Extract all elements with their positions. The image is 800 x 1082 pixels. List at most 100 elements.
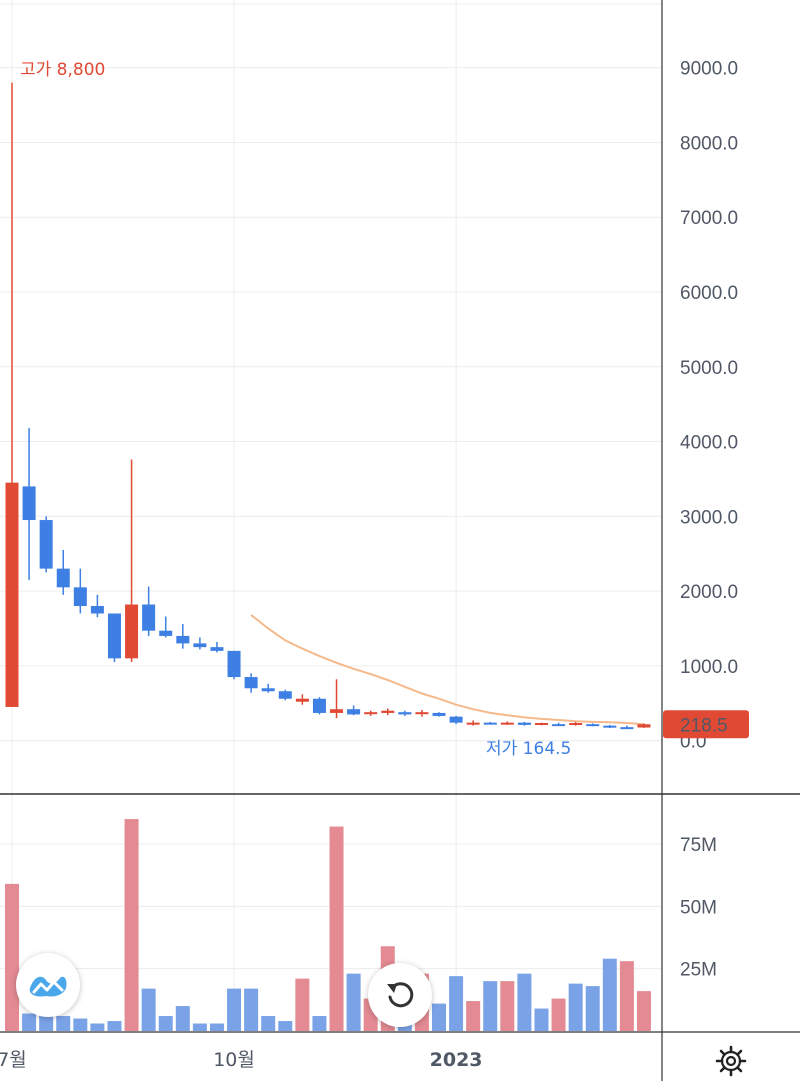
price-tick-label: 1000.0 — [680, 657, 738, 678]
volume-bar — [517, 973, 532, 1031]
candle — [56, 549, 70, 595]
candle-body — [483, 722, 497, 725]
candle — [90, 594, 104, 618]
volume-bar — [329, 826, 344, 1031]
candle-body — [398, 712, 412, 715]
candle-body — [295, 698, 309, 702]
candle-body — [415, 712, 429, 715]
price-tick-label: 3000.0 — [680, 507, 738, 528]
candle — [312, 697, 326, 715]
candle-body — [620, 727, 634, 730]
candle — [227, 650, 241, 680]
volume-bar — [22, 1013, 37, 1031]
candle — [125, 459, 139, 663]
candle-body — [5, 482, 19, 707]
reset-zoom-button[interactable] — [368, 963, 432, 1027]
candle-body — [466, 722, 480, 725]
volume-bar — [483, 981, 498, 1031]
candle — [193, 637, 207, 650]
candle — [432, 712, 446, 717]
candle — [534, 722, 548, 726]
chart-type-button[interactable] — [16, 953, 80, 1017]
candle — [73, 568, 87, 614]
candle-body — [586, 724, 600, 727]
candle-body — [261, 688, 275, 692]
candle-body — [517, 722, 531, 725]
volume-bar — [466, 1001, 481, 1031]
candle-body — [176, 635, 190, 644]
candlestick-layer — [5, 82, 651, 730]
volume-bar — [432, 1003, 446, 1031]
volume-bar — [551, 998, 566, 1031]
volume-bar — [636, 991, 651, 1031]
candle-body — [347, 709, 361, 715]
price-tick-label: 2000.0 — [680, 582, 738, 603]
volume-bar — [73, 1018, 88, 1031]
candle — [398, 710, 412, 716]
settings-button[interactable] — [714, 1044, 748, 1078]
candle-body — [227, 650, 241, 678]
volume-bar — [278, 1021, 293, 1031]
candle-body — [278, 691, 292, 699]
candle-body — [330, 709, 344, 713]
volume-bar — [39, 1013, 54, 1031]
candle — [364, 710, 378, 716]
moving-average-layer — [250, 614, 645, 726]
candle-body — [500, 722, 514, 725]
candle — [449, 715, 463, 725]
volume-bar — [500, 981, 515, 1031]
last-price-tag: 218.5 — [663, 710, 749, 739]
mountain-chart-icon — [29, 976, 67, 997]
candle — [586, 723, 600, 727]
candle-body — [381, 710, 395, 713]
volume-bar — [192, 1023, 207, 1031]
volume-bar — [619, 961, 634, 1031]
date-tick-label: 7월 — [0, 1049, 27, 1071]
candle-body — [22, 486, 36, 521]
candle — [278, 689, 292, 701]
candle-body — [637, 724, 651, 728]
candle-body — [193, 643, 207, 648]
candle — [244, 673, 258, 693]
candle — [5, 82, 19, 707]
volume-tick-label: 50M — [680, 897, 717, 918]
candle — [637, 723, 651, 728]
volume-bar — [295, 978, 310, 1031]
volume-layer — [5, 819, 651, 1031]
volume-bar — [534, 1008, 549, 1031]
candle-body — [364, 712, 378, 715]
date-tick-label: 10월 — [213, 1049, 255, 1071]
moving-average-line — [250, 614, 645, 726]
candle — [552, 722, 566, 727]
volume-bar — [5, 883, 19, 1031]
candle-body — [603, 725, 617, 728]
volume-bar — [346, 973, 361, 1031]
candle — [176, 623, 190, 649]
candle — [22, 428, 36, 580]
candle-body — [107, 613, 121, 659]
last-price-label: 218.5 — [680, 715, 728, 736]
candle — [415, 709, 429, 717]
candle — [210, 641, 224, 653]
price-tick-label: 8000.0 — [680, 133, 738, 154]
volume-bar — [209, 1023, 224, 1031]
candle-body — [534, 723, 548, 726]
date-tick-label: 2023 — [430, 1049, 483, 1071]
volume-bar — [244, 988, 259, 1031]
volume-bar — [141, 988, 156, 1031]
volume-bar — [56, 1016, 71, 1031]
candle-body — [159, 630, 173, 636]
candle — [159, 616, 173, 638]
price-tick-label: 9000.0 — [680, 59, 738, 80]
volume-bar — [261, 1016, 276, 1031]
volume-bar — [107, 1021, 122, 1031]
candle-body — [125, 604, 139, 659]
candle — [39, 516, 53, 573]
volume-bar — [602, 958, 617, 1031]
price-tick-label: 6000.0 — [680, 283, 738, 304]
low-price-label: 저가 164.5 — [486, 739, 571, 759]
rotate-ccw-icon — [387, 982, 414, 1008]
volume-bar — [568, 983, 583, 1031]
candle — [620, 725, 634, 730]
